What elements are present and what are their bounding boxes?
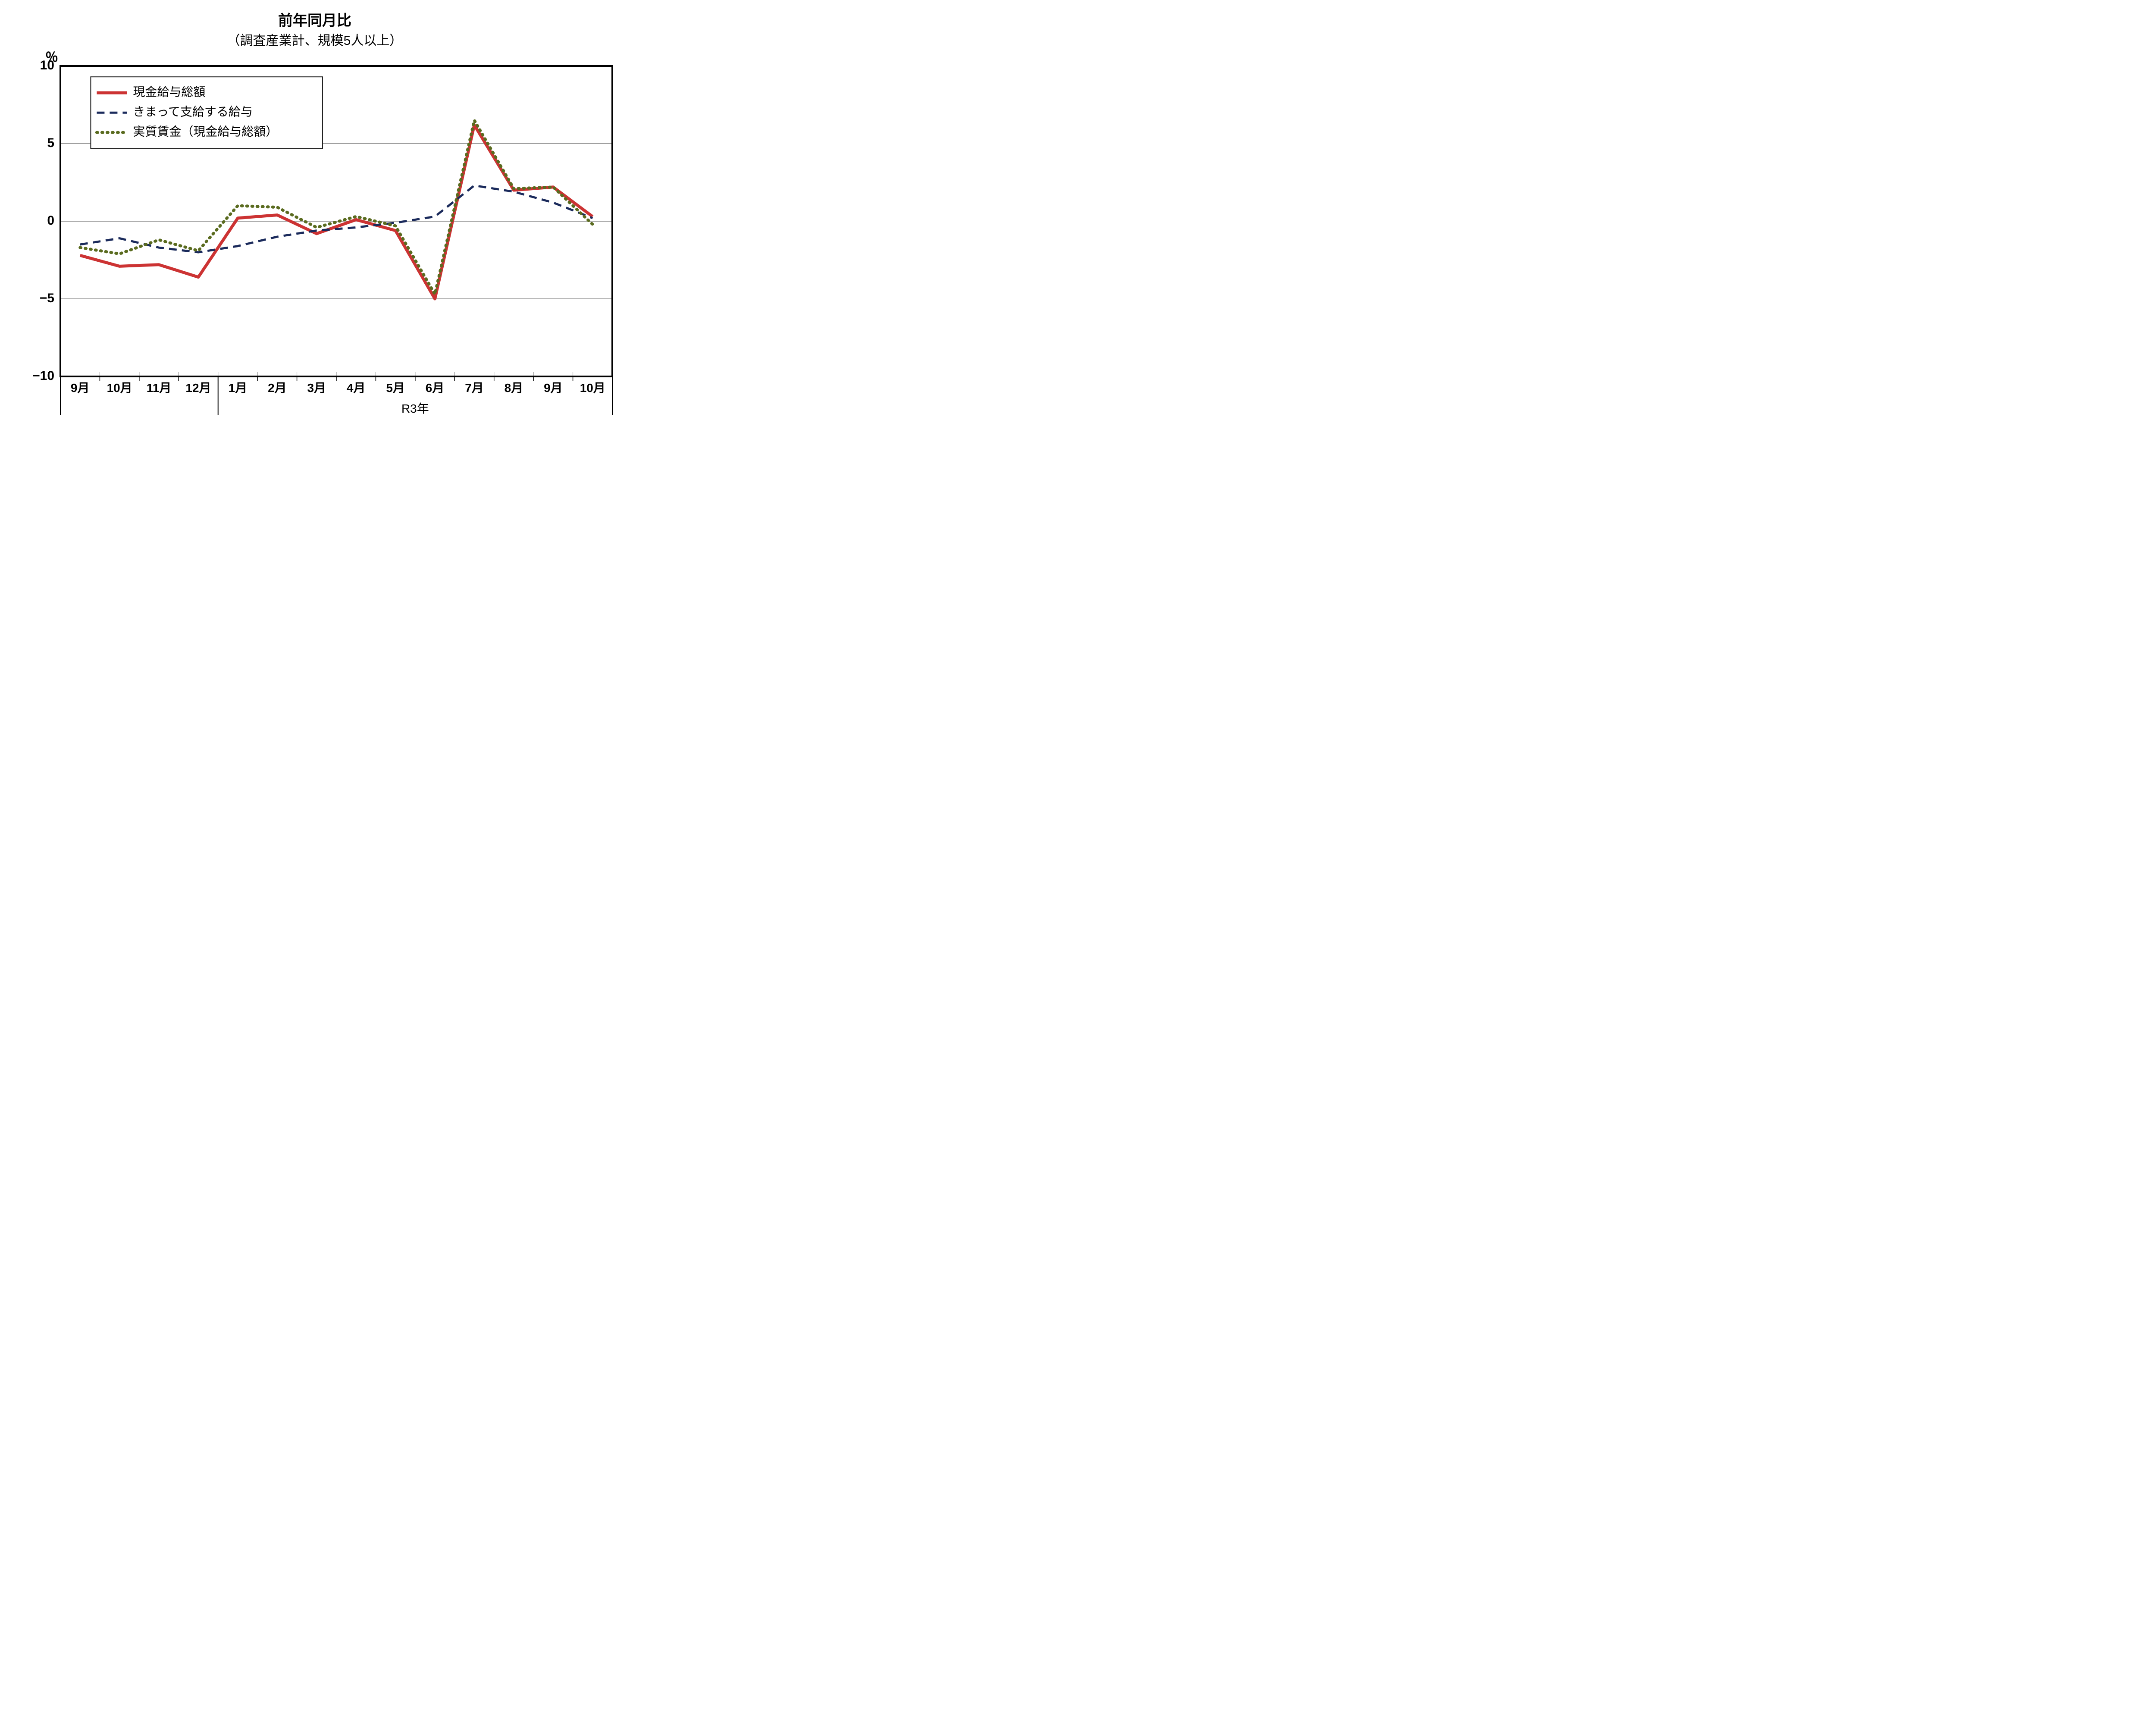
svg-text:現金給与総額: 現金給与総額 — [133, 85, 205, 99]
svg-text:4月: 4月 — [347, 381, 366, 395]
svg-text:1月: 1月 — [229, 381, 248, 395]
svg-text:％: ％ — [45, 50, 58, 65]
svg-text:9月: 9月 — [71, 381, 90, 395]
line-chart: −10−505109月10月11月12月1月2月3月4月5月6月7月8月9月10… — [9, 49, 621, 437]
svg-text:10月: 10月 — [107, 381, 132, 395]
svg-text:11月: 11月 — [147, 381, 172, 395]
svg-text:−10: −10 — [32, 369, 54, 383]
svg-text:6月: 6月 — [426, 381, 445, 395]
svg-text:8月: 8月 — [505, 381, 523, 395]
svg-text:12月: 12月 — [185, 381, 211, 395]
svg-text:9月: 9月 — [544, 381, 563, 395]
svg-text:3月: 3月 — [307, 381, 326, 395]
svg-text:R3年: R3年 — [401, 402, 429, 415]
svg-text:10月: 10月 — [580, 381, 605, 395]
svg-text:7月: 7月 — [465, 381, 484, 395]
svg-text:−5: −5 — [40, 291, 54, 305]
svg-text:0: 0 — [47, 213, 54, 228]
svg-text:実質賃金（現金給与総額）: 実質賃金（現金給与総額） — [133, 125, 278, 138]
chart-container: 前年同月比 （調査産業計、規模5人以上） −10−505109月10月11月12… — [0, 0, 630, 454]
svg-text:2月: 2月 — [268, 381, 287, 395]
chart-subtitle: （調査産業計、規模5人以上） — [9, 30, 621, 49]
svg-text:5月: 5月 — [386, 381, 405, 395]
svg-text:きまって支給する給与: きまって支給する給与 — [133, 105, 252, 119]
chart-title: 前年同月比 — [9, 9, 621, 30]
svg-text:5: 5 — [47, 136, 54, 150]
